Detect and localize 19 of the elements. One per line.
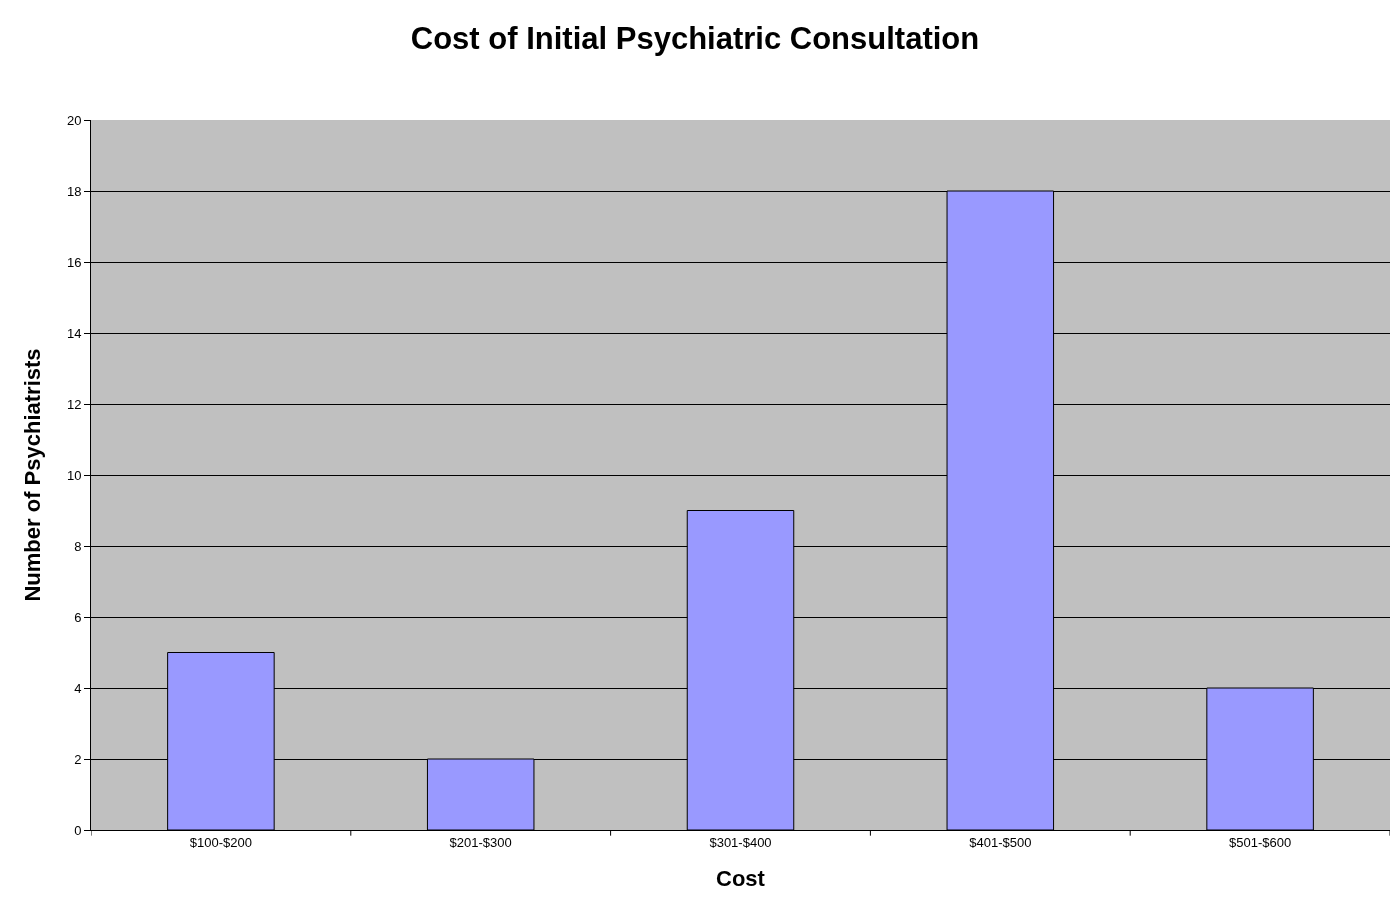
- y-axis-title: Number of Psychiatrists: [19, 348, 45, 602]
- y-tick-label: 0: [74, 822, 82, 838]
- y-tick-label: 14: [66, 325, 82, 341]
- y-tick-label: 18: [66, 183, 82, 199]
- y-tick-label: 8: [74, 538, 82, 554]
- y-tick-label: 10: [66, 467, 82, 483]
- x-tick-label: $401-$500: [969, 834, 1032, 850]
- y-tick-label: 16: [66, 254, 82, 270]
- y-tick-label: 4: [74, 680, 82, 696]
- y-tick-label: 6: [74, 609, 82, 625]
- x-tick-label: $201-$300: [449, 834, 512, 850]
- y-tick-label: 2: [74, 751, 82, 767]
- y-tick-label: 12: [66, 396, 82, 412]
- x-tick-label: $100-$200: [189, 834, 252, 850]
- y-tick-label: 20: [66, 112, 82, 128]
- chart-title: Cost of Initial Psychiatric Consultation: [410, 21, 980, 57]
- x-tick-label: $501-$600: [1229, 834, 1292, 850]
- x-axis-title: Cost: [716, 866, 766, 892]
- x-tick-label: $301-$400: [709, 834, 772, 850]
